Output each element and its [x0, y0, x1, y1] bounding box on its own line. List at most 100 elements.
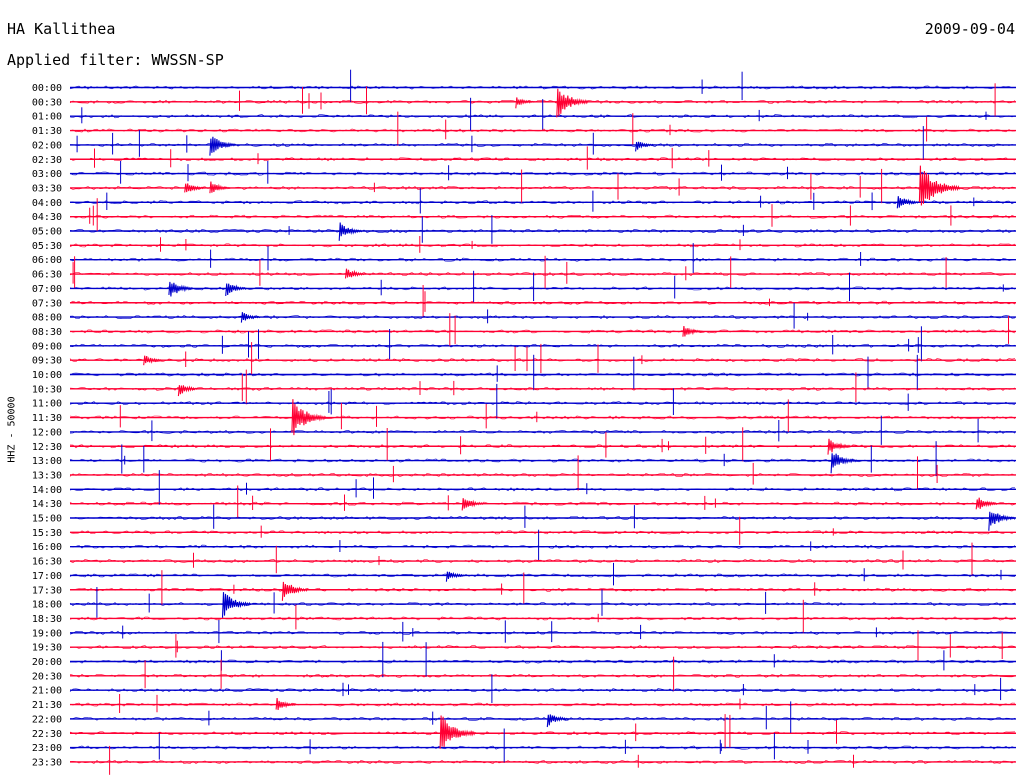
trace-noise-line	[69, 702, 1016, 707]
time-tick-label: 08:30	[32, 327, 62, 338]
time-tick-label: 03:30	[32, 183, 62, 194]
trace-noise-line	[69, 329, 1016, 334]
time-tick-label: 14:30	[32, 499, 62, 510]
time-tick-label: 15:30	[32, 528, 62, 539]
trace-noise-line	[69, 257, 1016, 262]
time-tick-label: 13:00	[32, 456, 62, 467]
time-tick-label: 17:00	[32, 571, 62, 582]
time-tick-label: 19:30	[32, 643, 62, 654]
trace-noise-line	[69, 645, 1016, 650]
trace-noise-line	[69, 343, 1016, 348]
time-tick-label: 12:00	[32, 427, 62, 438]
trace-noise-line	[69, 214, 1016, 219]
seismic-event-packet	[682, 325, 704, 337]
seismic-event-packet	[291, 399, 327, 436]
time-tick-label: 17:30	[32, 585, 62, 596]
seismic-event-packet	[546, 714, 569, 728]
trace-noise-line	[69, 85, 1016, 90]
seismic-event-packet	[275, 698, 297, 710]
seismic-event-packet	[827, 438, 852, 455]
time-tick-label: 10:30	[32, 384, 62, 395]
trace-noise-line	[69, 415, 1016, 420]
time-tick-label: 16:30	[32, 557, 62, 568]
trace-noise-line	[69, 544, 1016, 549]
seismic-event-packet	[975, 497, 998, 510]
trace-noise-line	[69, 616, 1016, 621]
trace-noise-line	[69, 444, 1016, 449]
time-tick-label: 14:00	[32, 485, 62, 496]
time-tick-label: 23:30	[32, 757, 62, 768]
time-tick-label: 11:00	[32, 399, 62, 410]
trace-noise-line	[69, 386, 1016, 391]
trace-noise-line	[69, 229, 1016, 233]
trace-noise-line	[69, 716, 1016, 721]
seismic-event-packet	[240, 312, 261, 323]
seismic-event-packet	[225, 283, 248, 296]
trace-noise-line	[69, 315, 1016, 320]
seismic-event-packet	[988, 511, 1016, 531]
time-tick-label: 03:00	[32, 169, 62, 180]
seismic-event-packet	[918, 165, 960, 206]
time-tick-label: 20:30	[32, 671, 62, 682]
time-tick-label: 18:00	[32, 600, 62, 611]
seismic-event-packet	[445, 571, 466, 582]
trace-noise-line	[69, 516, 1016, 520]
time-tick-label: 10:00	[32, 370, 62, 381]
time-tick-label: 21:00	[32, 686, 62, 697]
time-tick-label: 00:30	[32, 97, 62, 108]
trace-noise-line	[69, 458, 1016, 463]
trace-noise-line	[69, 372, 1016, 377]
time-tick-label: 09:30	[32, 356, 62, 367]
trace-noise-line	[69, 745, 1016, 750]
time-tick-label: 07:30	[32, 298, 62, 309]
trace-noise	[69, 69, 1016, 775]
trace-noise-line	[69, 573, 1016, 578]
time-tick-labels: 00:00 00:30 01:00 01:30 02:00 02:30 03:00 03:30…	[32, 83, 62, 768]
trace-noise-line	[69, 401, 1016, 406]
time-tick-label: 19:00	[32, 628, 62, 639]
trace-noise-line	[69, 688, 1016, 693]
seismic-event-packet	[184, 183, 206, 193]
seismic-event-packet	[556, 88, 589, 118]
seismic-event-packet	[635, 141, 655, 152]
time-tick-label: 07:00	[32, 284, 62, 295]
time-tick-label: 02:30	[32, 155, 62, 166]
time-tick-label: 04:00	[32, 198, 62, 209]
trace-noise-line	[69, 243, 1016, 248]
time-tick-label: 09:00	[32, 341, 62, 352]
seismic-event-packet	[281, 581, 309, 601]
trace-noise-line	[69, 200, 1016, 205]
seismic-event-packet	[168, 281, 194, 297]
trace-noise-line	[69, 358, 1016, 363]
time-tick-label: 05:00	[32, 227, 62, 238]
time-tick-label: 02:00	[32, 140, 62, 151]
trace-noise-line	[69, 673, 1016, 678]
time-tick-label: 00:00	[32, 83, 62, 94]
time-tick-label: 13:30	[32, 470, 62, 481]
trace-noise-line	[69, 731, 1016, 736]
station-title: HA Kallithea	[7, 20, 116, 38]
filter-label: Applied filter: WWSSN-SP	[7, 51, 224, 69]
trace-noise-line	[69, 630, 1016, 635]
time-tick-label: 08:00	[32, 313, 62, 324]
seismic-event-packet	[515, 97, 536, 109]
time-tick-label: 04:30	[32, 212, 62, 223]
seismic-event-packet	[143, 355, 163, 366]
trace-noise-line	[69, 157, 1016, 162]
time-tick-label: 23:00	[32, 743, 62, 754]
date-label: 2009-09-04	[924, 20, 1015, 38]
trace-noise-line	[69, 659, 1016, 664]
seismic-event-packet	[896, 196, 919, 209]
time-tick-label: 01:00	[32, 112, 62, 123]
trace-noise-line	[69, 501, 1016, 506]
seismic-event-packet	[177, 385, 199, 397]
time-tick-label: 22:00	[32, 714, 62, 725]
time-tick-label: 16:00	[32, 542, 62, 553]
seismic-event-packet	[461, 498, 484, 511]
seismic-event-packet	[439, 715, 476, 749]
trace-noise-line	[69, 530, 1016, 535]
trace-noise-line	[69, 487, 1015, 492]
trace-noise-line	[69, 559, 1016, 564]
trace-noise-line	[69, 171, 1016, 176]
